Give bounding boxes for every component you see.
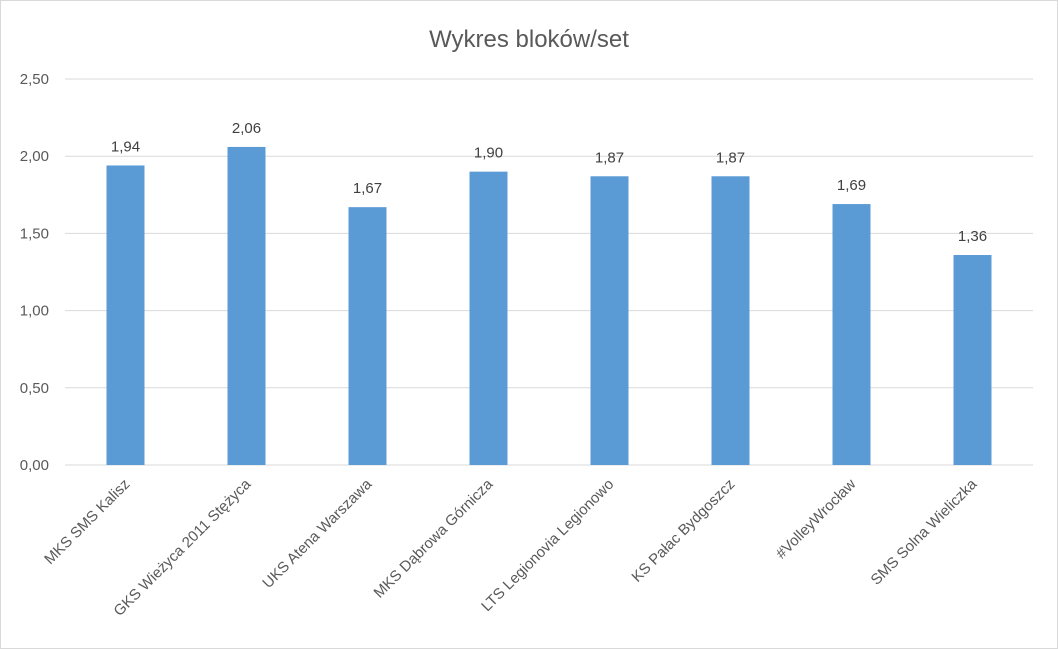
x-category-label: GKS Wieżyca 2011 Stężyca [110, 475, 254, 619]
y-tick-label: 1,00 [20, 303, 49, 320]
bar-value-label: 1,67 [353, 180, 382, 197]
bar-value-label: 1,94 [111, 138, 140, 155]
bar-value-label: 1,90 [474, 145, 503, 162]
y-tick-label: 0,50 [20, 380, 49, 397]
bar-value-label: 1,87 [595, 149, 624, 166]
bar [227, 146, 266, 465]
x-category-label: #VolleyWrocław [773, 476, 860, 563]
bar-value-label: 2,06 [232, 120, 261, 137]
bar [953, 255, 992, 465]
y-tick-label: 1,50 [20, 225, 49, 242]
x-category-label: SMS Solna Wieliczka [868, 475, 981, 588]
x-category-label: MKS SMS Kalisz [41, 476, 133, 568]
chart-title: Wykres bloków/set [429, 26, 629, 53]
y-axis-ticks: 0,00 0,50 1,00 1,50 2,00 2,50 [20, 71, 49, 474]
x-category-label: KS Pałac Bydgoszcz [628, 476, 738, 586]
bar-value-label: 1,87 [716, 149, 745, 166]
y-tick-label: 0,00 [20, 457, 49, 474]
y-tick-label: 2,50 [20, 71, 49, 88]
x-category-label: LTS Legionovia Legionowo [478, 476, 617, 615]
bar [832, 204, 871, 465]
bar-value-label: 1,69 [837, 177, 866, 194]
gridlines [65, 78, 1033, 466]
data-labels: 1,94 2,06 1,67 1,90 1,87 1,87 1,69 1,36 [111, 120, 987, 245]
bars [106, 146, 992, 466]
bar [469, 171, 508, 465]
x-category-label: MKS Dąbrowa Górnicza [371, 475, 497, 601]
bar [348, 207, 387, 466]
bar [590, 176, 629, 465]
bar [711, 176, 750, 465]
y-tick-label: 2,00 [20, 148, 49, 165]
bar-value-label: 1,36 [958, 228, 987, 245]
bar [106, 165, 145, 466]
x-category-label: UKS Atena Warszawa [259, 475, 375, 591]
